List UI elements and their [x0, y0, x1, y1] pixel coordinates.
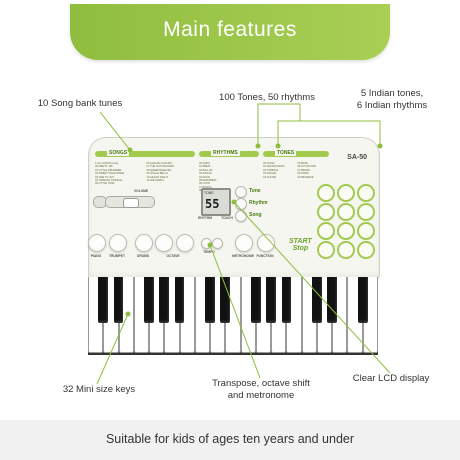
footer-text: Suitable for kids of ages ten years and …: [0, 432, 460, 446]
leader-keys: [97, 314, 128, 384]
leader-dot-indian: [378, 144, 383, 149]
leader-dot-keys: [126, 312, 131, 317]
leader-song-bank: [100, 112, 130, 150]
footer: Suitable for kids of ages ten years and …: [0, 420, 460, 460]
leader-dot-transpose: [208, 243, 213, 248]
leader-indian: [300, 121, 380, 146]
leader-tones: [258, 104, 266, 146]
leader-transpose: [210, 245, 260, 378]
leader-dot-lcd: [232, 200, 237, 205]
leader-dot-tones: [256, 144, 261, 149]
leader-dot-tones-right: [276, 144, 281, 149]
leader-tones-right: [266, 104, 300, 146]
leader-dot-song-bank: [128, 148, 133, 153]
leader-lcd: [234, 202, 390, 373]
